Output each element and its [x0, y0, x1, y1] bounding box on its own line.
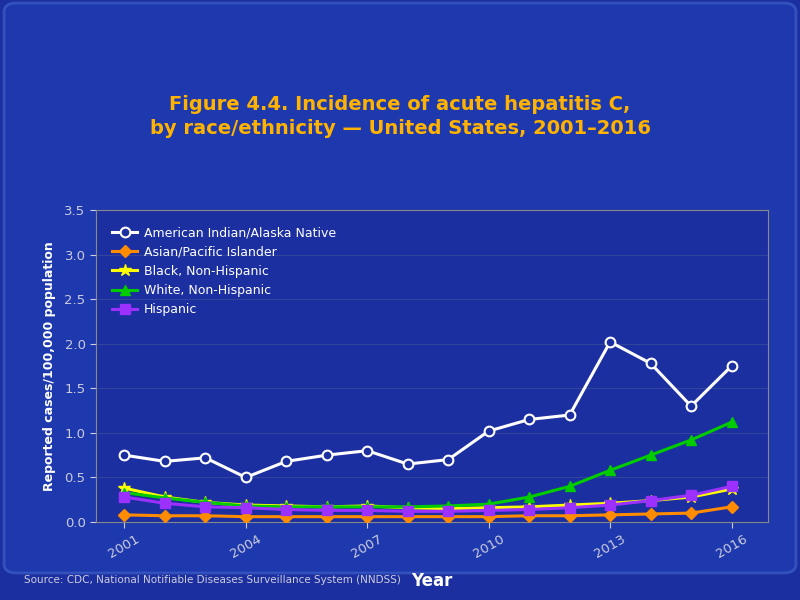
- Asian/Pacific Islander: [282, 513, 291, 520]
- Black, Non-Hispanic: [524, 503, 534, 511]
- Hispanic: [686, 491, 696, 499]
- Line: White, Non-Hispanic: White, Non-Hispanic: [119, 417, 737, 512]
- Hispanic: [606, 502, 615, 509]
- Line: Black, Non-Hispanic: Black, Non-Hispanic: [118, 482, 738, 515]
- Hispanic: [362, 507, 372, 514]
- Hispanic: [160, 500, 170, 507]
- White, Non-Hispanic: [646, 452, 655, 459]
- American Indian/Alaska Native: [606, 338, 615, 346]
- Asian/Pacific Islander: [686, 509, 696, 517]
- Black, Non-Hispanic: [362, 502, 372, 509]
- Asian/Pacific Islander: [565, 512, 574, 520]
- White, Non-Hispanic: [443, 502, 453, 509]
- Hispanic: [403, 508, 413, 515]
- American Indian/Alaska Native: [484, 427, 494, 434]
- Asian/Pacific Islander: [726, 503, 736, 511]
- Black, Non-Hispanic: [726, 485, 736, 493]
- Black, Non-Hispanic: [484, 504, 494, 511]
- Text: Source: CDC, National Notifiable Diseases Surveillance System (NNDSS): Source: CDC, National Notifiable Disease…: [24, 575, 401, 585]
- White, Non-Hispanic: [606, 467, 615, 474]
- American Indian/Alaska Native: [201, 454, 210, 461]
- Text: Figure 4.4. Incidence of acute hepatitis C,
by race/ethnicity — United States, 2: Figure 4.4. Incidence of acute hepatitis…: [150, 95, 650, 138]
- Asian/Pacific Islander: [403, 513, 413, 520]
- American Indian/Alaska Native: [241, 474, 250, 481]
- Black, Non-Hispanic: [160, 493, 170, 500]
- American Indian/Alaska Native: [726, 362, 736, 370]
- Black, Non-Hispanic: [443, 505, 453, 512]
- Black, Non-Hispanic: [201, 499, 210, 506]
- Line: Asian/Pacific Islander: Asian/Pacific Islander: [120, 503, 736, 521]
- White, Non-Hispanic: [403, 503, 413, 511]
- Asian/Pacific Islander: [322, 513, 331, 520]
- White, Non-Hispanic: [726, 419, 736, 426]
- Black, Non-Hispanic: [282, 502, 291, 509]
- White, Non-Hispanic: [282, 503, 291, 511]
- Asian/Pacific Islander: [524, 512, 534, 520]
- Legend: American Indian/Alaska Native, Asian/Pacific Islander, Black, Non-Hispanic, Whit: American Indian/Alaska Native, Asian/Pac…: [102, 216, 346, 326]
- American Indian/Alaska Native: [403, 460, 413, 467]
- Line: Hispanic: Hispanic: [119, 481, 737, 516]
- Asian/Pacific Islander: [241, 513, 250, 520]
- Black, Non-Hispanic: [403, 504, 413, 511]
- American Indian/Alaska Native: [160, 458, 170, 465]
- American Indian/Alaska Native: [646, 360, 655, 367]
- Black, Non-Hispanic: [686, 493, 696, 500]
- Asian/Pacific Islander: [606, 511, 615, 518]
- White, Non-Hispanic: [565, 483, 574, 490]
- Black, Non-Hispanic: [606, 500, 615, 507]
- Black, Non-Hispanic: [322, 503, 331, 511]
- White, Non-Hispanic: [484, 500, 494, 508]
- American Indian/Alaska Native: [565, 412, 574, 419]
- Asian/Pacific Islander: [443, 513, 453, 520]
- American Indian/Alaska Native: [119, 452, 129, 459]
- Asian/Pacific Islander: [484, 513, 494, 520]
- Hispanic: [726, 483, 736, 490]
- White, Non-Hispanic: [201, 499, 210, 506]
- Hispanic: [524, 506, 534, 513]
- X-axis label: Year: Year: [411, 572, 453, 590]
- Hispanic: [119, 493, 129, 500]
- White, Non-Hispanic: [119, 489, 129, 496]
- American Indian/Alaska Native: [282, 458, 291, 465]
- Hispanic: [646, 497, 655, 504]
- Asian/Pacific Islander: [646, 511, 655, 518]
- Asian/Pacific Islander: [201, 512, 210, 520]
- White, Non-Hispanic: [160, 494, 170, 502]
- Black, Non-Hispanic: [565, 502, 574, 509]
- White, Non-Hispanic: [322, 503, 331, 511]
- Black, Non-Hispanic: [241, 502, 250, 509]
- American Indian/Alaska Native: [443, 456, 453, 463]
- Hispanic: [241, 504, 250, 511]
- Black, Non-Hispanic: [119, 485, 129, 492]
- Hispanic: [282, 506, 291, 513]
- Y-axis label: Reported cases/100,000 population: Reported cases/100,000 population: [43, 241, 56, 491]
- Asian/Pacific Islander: [160, 512, 170, 520]
- American Indian/Alaska Native: [322, 452, 331, 459]
- Hispanic: [484, 507, 494, 514]
- Hispanic: [565, 504, 574, 511]
- White, Non-Hispanic: [362, 503, 372, 511]
- White, Non-Hispanic: [524, 493, 534, 500]
- White, Non-Hispanic: [686, 436, 696, 443]
- Hispanic: [322, 507, 331, 514]
- Line: American Indian/Alaska Native: American Indian/Alaska Native: [119, 337, 737, 482]
- Hispanic: [201, 503, 210, 511]
- American Indian/Alaska Native: [686, 403, 696, 410]
- Hispanic: [443, 508, 453, 515]
- Asian/Pacific Islander: [362, 513, 372, 520]
- Black, Non-Hispanic: [646, 497, 655, 504]
- American Indian/Alaska Native: [362, 447, 372, 454]
- White, Non-Hispanic: [241, 502, 250, 509]
- Asian/Pacific Islander: [119, 511, 129, 518]
- American Indian/Alaska Native: [524, 416, 534, 423]
